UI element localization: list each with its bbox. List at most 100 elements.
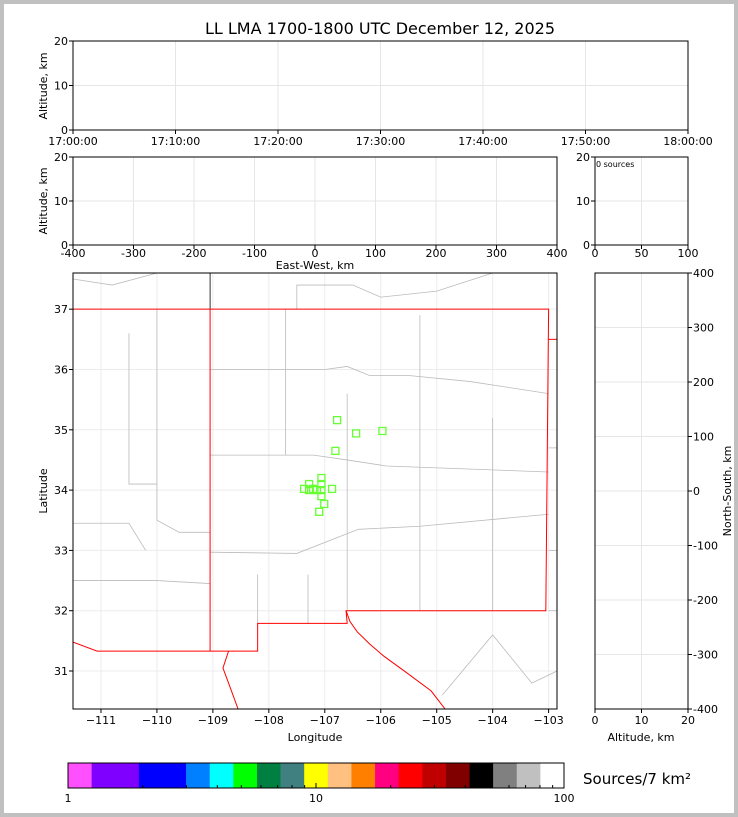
eastwest-altitude-ytick-label: 20 (54, 151, 68, 164)
colorbar-swatch (422, 763, 447, 788)
altitude-northsouth-ytick-label: 200 (693, 376, 714, 389)
map-ytick-label: 34 (54, 484, 68, 497)
county-border (128, 333, 157, 485)
state-border (345, 610, 446, 709)
colorbar-swatch (91, 763, 140, 788)
map-xtick-label: −105 (422, 714, 452, 727)
map-xtick-label: −104 (478, 714, 508, 727)
time-altitude-xtick-label: 17:10:00 (151, 135, 200, 148)
altitude-northsouth-ytick-label: -100 (693, 540, 718, 553)
map-xlabel: Longitude (288, 731, 343, 744)
lightning-source-point (317, 485, 326, 495)
map-xtick-label: −103 (533, 714, 563, 727)
lightning-source-point (331, 446, 340, 456)
colorbar-label: Sources/7 km² (583, 770, 691, 788)
eastwest-altitude-axes-frame (72, 156, 558, 246)
lightning-source-point (317, 479, 326, 489)
map-ytick-label: 36 (54, 363, 68, 376)
map-ytick-label: 35 (54, 424, 68, 437)
ns-xlabel: Altitude, km (607, 731, 674, 744)
altitude-northsouth-ytick-label: 300 (693, 322, 714, 335)
colorbar-swatch (445, 763, 470, 788)
county-border (296, 273, 493, 310)
colorbar-swatch (327, 763, 352, 788)
eastwest-altitude-xtick-label: 200 (426, 247, 447, 260)
map-xtick-label: −110 (142, 714, 172, 727)
map-ytick-label: 31 (54, 665, 68, 678)
colorbar-swatch (68, 763, 92, 788)
colorbar-frame (67, 762, 565, 789)
county-border (156, 309, 211, 533)
lightning-source-point (299, 484, 309, 494)
time-altitude-xtick-label: 18:00:00 (663, 135, 712, 148)
time-altitude-xtick-label: 17:30:00 (356, 135, 405, 148)
chart-title: LL LMA 1700-1800 UTC December 12, 2025 (205, 19, 555, 38)
hist-annotation: 0 sources (596, 160, 634, 169)
eastwest-altitude-xtick-label: -200 (182, 247, 207, 260)
colorbar-swatch (138, 763, 187, 788)
altitude-northsouth-ytick-label: 400 (693, 267, 714, 280)
map-ytick-label: 33 (54, 544, 68, 557)
altitude-histogram-ytick-label: 0 (583, 239, 590, 252)
colorbar-swatch (540, 763, 565, 788)
lightning-source-point (315, 507, 324, 516)
eastwest-altitude-xtick-label: 0 (312, 247, 319, 260)
colorbar-swatch (398, 763, 423, 788)
county-border (441, 634, 493, 696)
county-border (73, 580, 211, 584)
time-altitude-xtick-label: 17:50:00 (561, 135, 610, 148)
lightning-source-point (317, 473, 326, 483)
county-border (492, 634, 557, 684)
eastwest-altitude-xtick-label: -100 (242, 247, 267, 260)
figure-canvas (4, 4, 734, 813)
county-border (73, 522, 147, 551)
altitude-histogram-xtick-label: 100 (678, 247, 699, 260)
state-border (222, 650, 239, 709)
colorbar-swatch (375, 763, 399, 788)
altitude-histogram-xtick-label: 0 (592, 247, 599, 260)
lightning-source-point (317, 491, 326, 501)
colorbar-swatch (256, 763, 281, 788)
ew-xlabel: East-West, km (276, 259, 354, 272)
colorbar-swatch (304, 763, 329, 788)
state-border (73, 308, 550, 652)
altitude-northsouth-ytick-label: -200 (693, 594, 718, 607)
colorbar-tick-label: 10 (309, 792, 323, 805)
county-border (73, 273, 158, 286)
colorbar-swatch (233, 763, 258, 788)
colorbar-swatch (186, 763, 211, 788)
county-border (210, 366, 549, 395)
altitude-northsouth-ytick-label: -300 (693, 649, 718, 662)
eastwest-altitude-xtick-label: 300 (486, 247, 507, 260)
map-layer (73, 273, 557, 709)
time-altitude-axes-frame (72, 40, 689, 131)
time-altitude-ytick-label: 20 (54, 35, 68, 48)
eastwest-altitude-ytick-label: 0 (61, 239, 68, 252)
time-altitude-xtick-label: 17:20:00 (253, 135, 302, 148)
eastwest-altitude-xtick-label: 400 (547, 247, 568, 260)
colorbar-tick-label: 1 (65, 792, 72, 805)
colorbar-swatch (209, 763, 234, 788)
time-altitude-ytick-label: 0 (61, 124, 68, 137)
lightning-source-point (332, 415, 342, 425)
ns-ylabel: North-South, km (721, 446, 734, 537)
altitude-northsouth-ytick-label: 0 (693, 485, 700, 498)
altitude-northsouth-ytick-label: 100 (693, 431, 714, 444)
map-xtick-label: −107 (310, 714, 340, 727)
altitude-northsouth-xtick-label: 0 (592, 714, 599, 727)
lightning-source-point (312, 485, 322, 495)
map-xtick-label: −106 (366, 714, 396, 727)
altitude-histogram-axes-frame (594, 156, 689, 246)
colorbar-tick-label: 100 (554, 792, 575, 805)
county-border (210, 454, 549, 473)
colorbar-swatch (351, 763, 376, 788)
altitude-histogram-ytick-label: 10 (576, 195, 590, 208)
colorbar-swatch (516, 763, 541, 788)
colorbar-swatch (493, 763, 518, 788)
eastwest-altitude-xtick-label: -300 (121, 247, 146, 260)
ta-ylabel: Altitude, km (37, 52, 50, 119)
time-altitude-ytick-label: 10 (54, 80, 68, 93)
lightning-source-point (320, 499, 329, 509)
